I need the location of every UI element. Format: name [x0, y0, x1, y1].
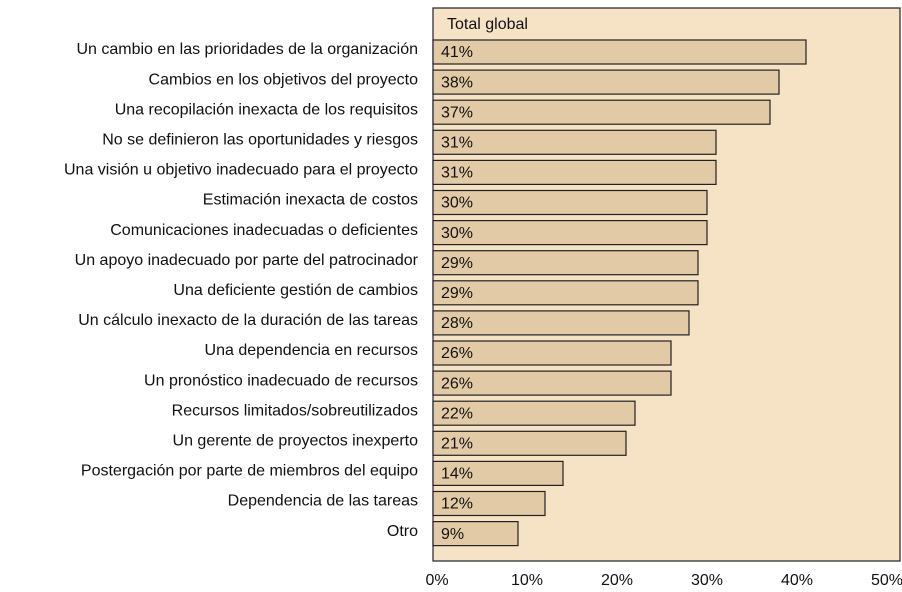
- value-label: 26%: [441, 375, 473, 392]
- category-label: Postergación por parte de miembros del e…: [81, 463, 418, 480]
- value-label: 38%: [441, 74, 473, 91]
- bar: [432, 340, 672, 366]
- bar: [432, 400, 636, 426]
- category-label: Una dependencia en recursos: [205, 342, 418, 359]
- value-label: 29%: [441, 285, 473, 302]
- bar: [432, 99, 771, 125]
- value-label: 22%: [441, 405, 473, 422]
- category-label: Recursos limitados/sobreutilizados: [172, 402, 418, 419]
- value-label: 12%: [441, 496, 473, 513]
- value-label: 28%: [441, 315, 473, 332]
- category-label: Otro: [387, 523, 418, 540]
- value-label: 30%: [441, 225, 473, 242]
- series-name: Total global: [447, 16, 528, 33]
- bar: [432, 69, 780, 95]
- x-tick-label: 10%: [511, 572, 543, 589]
- x-tick-label: 0%: [425, 572, 448, 589]
- bar: [432, 310, 690, 336]
- category-label: Cambios en los objetivos del proyecto: [149, 71, 419, 88]
- bar: [432, 460, 564, 486]
- x-tick-label: 40%: [781, 572, 813, 589]
- value-label: 31%: [441, 135, 473, 152]
- category-label: Un cálculo inexacto de la duración de la…: [78, 312, 418, 329]
- bar: [432, 250, 699, 276]
- bar: [432, 430, 627, 456]
- value-label: 30%: [441, 195, 473, 212]
- category-label: Un apoyo inadecuado por parte del patroc…: [75, 252, 419, 269]
- value-label: 26%: [441, 345, 473, 362]
- value-label: 9%: [441, 526, 464, 543]
- x-tick-label: 50%: [871, 572, 902, 589]
- bar: [432, 370, 672, 396]
- category-label: Una recopilación inexacta de los requisi…: [115, 101, 418, 118]
- bar: [432, 490, 546, 517]
- value-label: 37%: [441, 104, 473, 121]
- bar: [432, 189, 708, 216]
- category-label: No se definieron las oportunidades y rie…: [102, 132, 418, 149]
- value-label: 21%: [441, 436, 473, 453]
- bar: [432, 159, 717, 185]
- category-label: Dependencia de las tareas: [228, 493, 418, 510]
- value-label: 14%: [441, 466, 473, 483]
- category-label: Una visión u objetivo inadecuado para el…: [64, 162, 418, 179]
- category-label: Un gerente de proyectos inexperto: [173, 433, 419, 450]
- bar: [432, 220, 708, 246]
- bar: [432, 520, 519, 547]
- category-label: Un cambio en las prioridades de la organ…: [76, 41, 418, 58]
- category-label: Estimación inexacta de costos: [203, 192, 418, 209]
- x-tick-label: 30%: [691, 572, 723, 589]
- x-tick-label: 20%: [601, 572, 633, 589]
- category-label: Comunicaciones inadecuadas o deficientes: [110, 222, 418, 239]
- bar: [432, 129, 717, 155]
- bar: [432, 39, 807, 65]
- category-label: Un pronóstico inadecuado de recursos: [144, 372, 418, 389]
- category-label: Una deficiente gestión de cambios: [173, 282, 418, 299]
- value-label: 29%: [441, 255, 473, 272]
- bar: [432, 280, 699, 306]
- value-label: 41%: [441, 44, 473, 61]
- value-label: 31%: [441, 165, 473, 182]
